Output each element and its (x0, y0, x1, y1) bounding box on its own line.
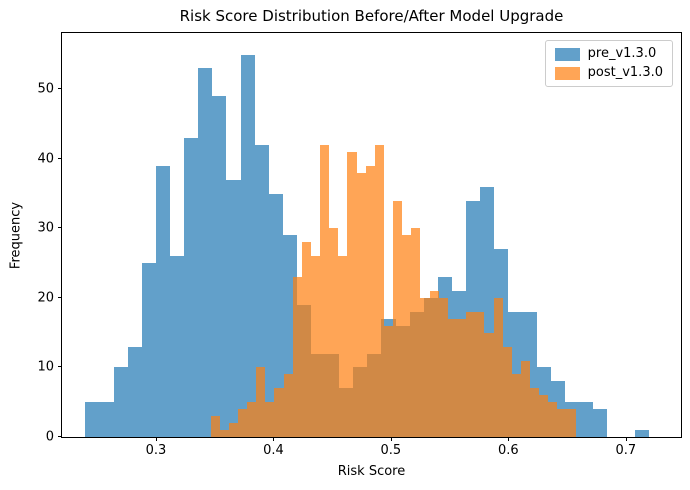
histogram-bar-pre_v1.3.0 (113, 367, 128, 437)
y-tick-mark (58, 366, 62, 368)
histogram-bar-pre_v1.3.0 (635, 430, 650, 437)
histogram-bar-pre_v1.3.0 (85, 402, 100, 437)
histogram-bar-pre_v1.3.0 (184, 138, 199, 437)
y-tick-mark (58, 296, 62, 298)
histogram-bar-pre_v1.3.0 (240, 54, 255, 437)
legend-label: pre_v1.3.0 (587, 46, 657, 61)
histogram-bar-post_v1.3.0 (247, 402, 257, 437)
histogram-bar-post_v1.3.0 (219, 430, 229, 437)
y-tick-mark (58, 157, 62, 159)
x-tick-label: 0.6 (497, 443, 519, 458)
histogram-bar-post_v1.3.0 (393, 200, 403, 437)
histogram-bar-post_v1.3.0 (502, 346, 512, 437)
histogram-bar-pre_v1.3.0 (170, 256, 185, 437)
histogram-bar-post_v1.3.0 (365, 165, 375, 437)
y-tick-label: 20 (37, 290, 54, 306)
histogram-bar-post_v1.3.0 (557, 409, 567, 437)
histogram-bar-pre_v1.3.0 (592, 409, 607, 437)
histogram-bar-post_v1.3.0 (438, 297, 448, 437)
histogram-bar-post_v1.3.0 (274, 388, 284, 437)
y-tick-label: 10 (37, 359, 54, 375)
legend-swatch-orange-icon (554, 66, 580, 80)
histogram-bar-post_v1.3.0 (447, 318, 457, 437)
histogram-bar-post_v1.3.0 (228, 423, 238, 437)
legend-label: post_v1.3.0 (587, 65, 663, 80)
histogram-bar-post_v1.3.0 (466, 311, 476, 437)
histogram-bar-post_v1.3.0 (237, 409, 248, 437)
histogram-bar-pre_v1.3.0 (226, 179, 241, 437)
histogram-bar-pre_v1.3.0 (141, 263, 156, 437)
histogram-bar-pre_v1.3.0 (198, 68, 213, 437)
y-axis-label: Frequency (8, 201, 24, 270)
x-tick-label: 0.7 (615, 443, 637, 458)
histogram-bar-pre_v1.3.0 (212, 96, 227, 437)
histogram-bar-post_v1.3.0 (566, 409, 576, 437)
y-tick-label: 50 (37, 81, 54, 97)
histogram-bar-post_v1.3.0 (329, 228, 339, 437)
x-tick-mark (625, 437, 627, 441)
x-axis-label: Risk Score (337, 464, 406, 479)
legend: pre_v1.3.0 post_v1.3.0 (544, 40, 673, 87)
histogram-bar-post_v1.3.0 (320, 144, 330, 437)
x-tick-mark (273, 437, 275, 441)
y-tick-label: 30 (37, 220, 54, 236)
histogram-bar-post_v1.3.0 (548, 402, 558, 437)
x-tick-mark (508, 437, 510, 441)
histogram-bar-post_v1.3.0 (411, 228, 421, 437)
histogram-bar-pre_v1.3.0 (127, 346, 142, 437)
histogram-bar-post_v1.3.0 (283, 374, 293, 437)
histogram-bar-post_v1.3.0 (347, 151, 357, 437)
x-tick-label: 0.4 (263, 443, 284, 458)
histogram-bar-post_v1.3.0 (338, 256, 348, 437)
histogram-bar-post_v1.3.0 (511, 374, 521, 437)
histogram-bar-pre_v1.3.0 (155, 165, 171, 437)
histogram-bar-pre_v1.3.0 (578, 402, 593, 437)
histogram-bar-post_v1.3.0 (265, 402, 275, 437)
x-tick-mark (390, 437, 392, 441)
y-tick-mark (58, 88, 62, 90)
plot-area: 0.3 0.4 0.5 0.6 0.7 0 10 20 30 40 50 pre_v1.3.0 p… (37, 32, 682, 458)
histogram-bar-post_v1.3.0 (530, 388, 540, 437)
legend-item-pre: pre_v1.3.0 (554, 46, 663, 61)
histogram-bar-post_v1.3.0 (210, 416, 220, 437)
histogram-bar-post_v1.3.0 (402, 235, 412, 437)
histogram-bar-post_v1.3.0 (484, 332, 494, 437)
histogram-bar-post_v1.3.0 (475, 311, 485, 437)
x-tick-mark (155, 437, 157, 441)
legend-swatch-blue-icon (554, 47, 580, 61)
histogram-bar-post_v1.3.0 (310, 256, 321, 437)
histogram-bar-post_v1.3.0 (301, 242, 311, 437)
legend-item-post: post_v1.3.0 (554, 65, 663, 80)
x-tick-label: 0.5 (380, 443, 402, 458)
histogram-bar-post_v1.3.0 (420, 297, 430, 437)
histogram-bar-post_v1.3.0 (383, 325, 394, 437)
histogram-bar-post_v1.3.0 (292, 277, 302, 437)
histogram-bar-post_v1.3.0 (456, 318, 467, 437)
histogram-bar-post_v1.3.0 (356, 172, 366, 437)
histogram-bar-post_v1.3.0 (520, 360, 530, 437)
histogram-bar-pre_v1.3.0 (268, 193, 283, 437)
histogram-bar-pre_v1.3.0 (254, 144, 269, 437)
histogram-bar-post_v1.3.0 (493, 297, 503, 437)
y-tick-mark (58, 436, 62, 437)
y-tick-label: 40 (37, 151, 54, 167)
y-tick-label: 0 (45, 429, 54, 445)
histogram-bar-post_v1.3.0 (256, 367, 266, 437)
histogram-bar-post_v1.3.0 (374, 144, 384, 437)
histogram-bar-pre_v1.3.0 (99, 402, 114, 437)
y-tick-mark (58, 227, 62, 229)
x-tick-label: 0.3 (145, 443, 167, 458)
histogram-bar-post_v1.3.0 (429, 290, 439, 437)
chart-title: Risk Score Distribution Before/After Mod… (179, 7, 564, 25)
histogram-bar-post_v1.3.0 (539, 395, 549, 437)
bars-layer (62, 33, 681, 437)
